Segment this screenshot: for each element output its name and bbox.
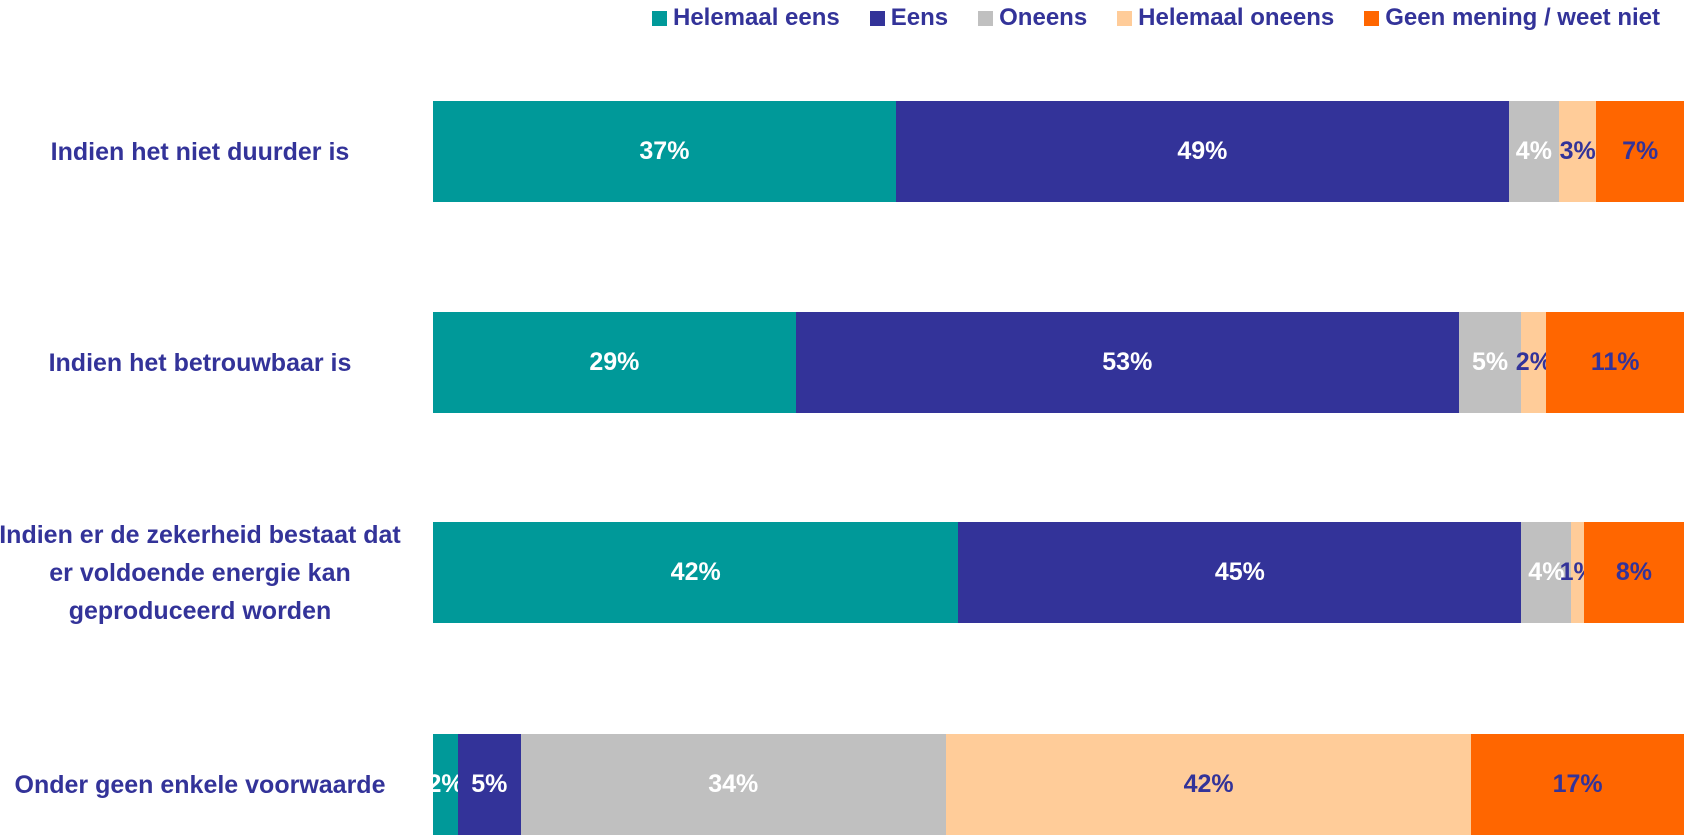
value-label: 42% (670, 558, 721, 586)
legend-item: Helemaal eens (651, 4, 840, 32)
legend-swatch (1364, 10, 1380, 26)
bar-segment (1583, 522, 1684, 623)
value-label: 4% (1515, 137, 1552, 165)
value-label: 5% (471, 770, 508, 798)
category-label: Onder geen enkele voorwaarde (14, 770, 386, 799)
value-label: 45% (1214, 558, 1265, 586)
value-label: 1% (1559, 558, 1596, 586)
bar-segment (1558, 101, 1597, 202)
value-label: 17% (1552, 770, 1603, 798)
bar-segment (895, 101, 1509, 202)
category-label: Indien het niet duurder is (50, 137, 350, 166)
value-label: 49% (1177, 137, 1228, 165)
legend-item: Eens (869, 4, 949, 32)
value-label: 3% (1559, 137, 1596, 165)
value-label: 53% (1102, 348, 1153, 376)
bar-segment (958, 522, 1522, 623)
category-label: Indien er de zekerheid bestaat dat er vo… (0, 520, 401, 625)
legend-item: Oneens (978, 4, 1087, 32)
legend-label: Oneens (999, 4, 1088, 31)
bar-segment (458, 734, 521, 835)
bar-segment (1458, 312, 1522, 413)
value-label: 5% (1472, 348, 1509, 376)
legend-label: Eens (890, 4, 949, 31)
bar-segment (520, 734, 946, 835)
category-label: Indien het betrouwbaar is (48, 348, 352, 377)
bar-segment (433, 101, 896, 202)
bar-segment (1521, 522, 1572, 623)
legend-item: Helemaal oneens (1117, 4, 1334, 32)
legend-swatch (869, 10, 885, 26)
bar-segment (1546, 312, 1684, 413)
bar-segment (433, 312, 796, 413)
value-label: 7% (1622, 137, 1659, 165)
bar-segment (433, 734, 459, 835)
value-label: 8% (1615, 558, 1653, 586)
legend-label: Helemaal oneens (1138, 4, 1335, 31)
legend-label: Helemaal eens (672, 4, 840, 31)
value-label: 4% (1528, 558, 1565, 586)
legend-swatch (978, 10, 994, 26)
value-label: 2% (1515, 348, 1552, 376)
bar-segment (945, 734, 1472, 835)
bar-segment (1521, 312, 1547, 413)
value-label: 2% (427, 770, 464, 798)
bar-segment (795, 312, 1459, 413)
value-label: 37% (639, 137, 690, 165)
legend-swatch (1117, 10, 1133, 26)
legend-item: Geen mening / weet niet (1364, 4, 1660, 32)
bar-segment (1471, 734, 1684, 835)
value-label: 29% (589, 348, 640, 376)
legend: Helemaal eens Eens Oneens Helemaal oneens Ge… (651, 4, 1660, 32)
value-label: 34% (708, 770, 759, 798)
legend-label: Geen mening / weet niet (1385, 4, 1660, 31)
bar-segment (1571, 522, 1584, 623)
bar-segment (433, 522, 959, 623)
legend-swatch (651, 10, 667, 26)
value-label: 42% (1183, 770, 1234, 798)
bar-segment (1596, 101, 1684, 202)
bar-segment (1508, 101, 1559, 202)
value-label: 11% (1590, 348, 1640, 376)
